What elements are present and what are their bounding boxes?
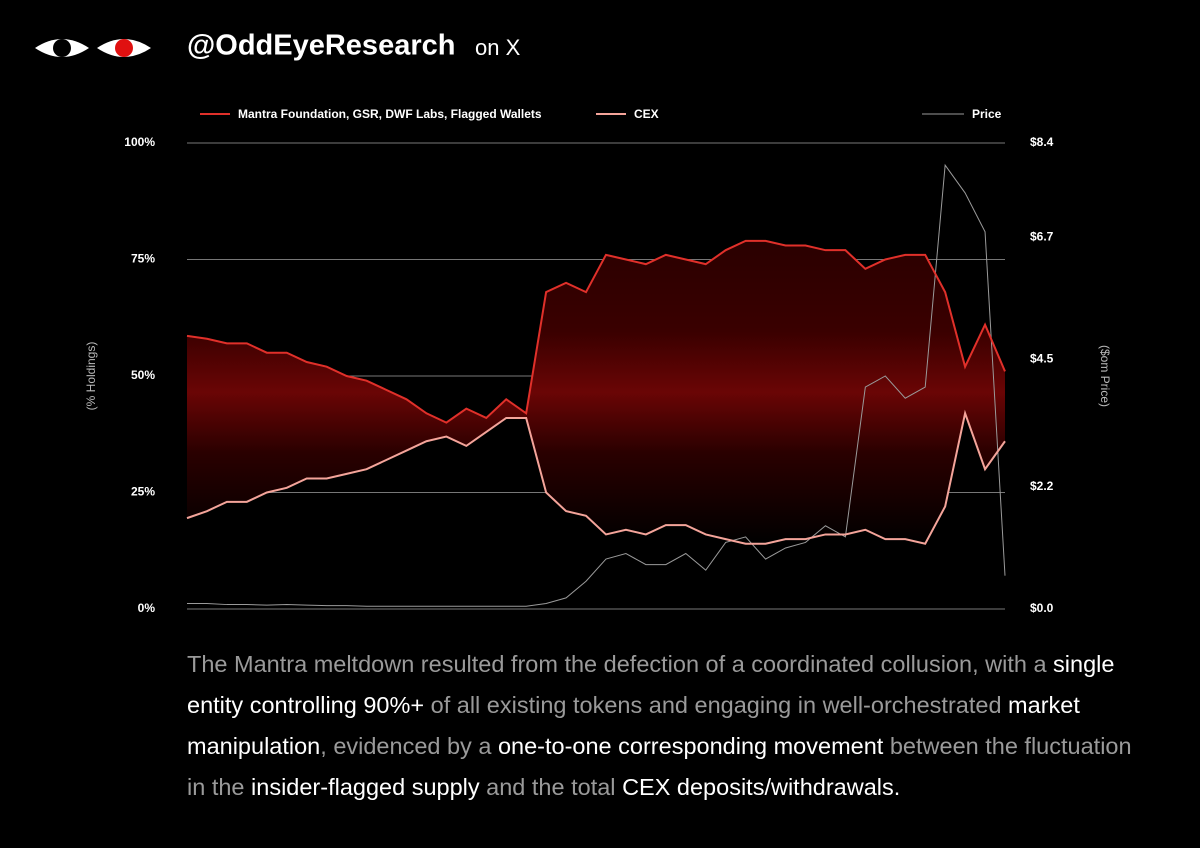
handle-suffix: on X: [475, 35, 521, 60]
y-axis-label: (% Holdings): [84, 342, 98, 411]
legend-label: Price: [972, 107, 1002, 121]
y-tick-label: 50%: [131, 368, 155, 382]
caption-segment: insider-flagged supply: [251, 774, 480, 800]
y-tick-label: 0%: [138, 601, 156, 615]
caption-segment: market manipulation: [187, 692, 1080, 759]
band-fill: [187, 240, 1005, 544]
y2-tick-label: $4.5: [1030, 352, 1054, 366]
y2-axis-label: ($om Price): [1098, 345, 1112, 407]
caption-segment: , evidenced by a: [320, 733, 498, 759]
caption: The Mantra meltdown resulted from the de…: [187, 644, 1137, 808]
y2-tick-label: $0.0: [1030, 601, 1054, 615]
caption-segment: CEX deposits/withdrawals.: [622, 774, 901, 800]
y-tick-label: 25%: [131, 485, 155, 499]
y2-tick-label: $2.2: [1030, 479, 1054, 493]
caption-segment: between the fluctuation in the: [187, 733, 1132, 800]
y-tick-label: 100%: [124, 135, 155, 149]
caption-segment: The Mantra meltdown resulted from the de…: [187, 651, 1054, 677]
series-line: [186, 409, 1006, 545]
caption-segment: single entity controlling 90%+: [187, 651, 1115, 718]
chart: @OddEyeResearch on X (% Holdings) ($om P…: [35, 30, 1112, 615]
y2-tick-label: $6.7: [1030, 229, 1054, 243]
caption-segment: one-to-one corresponding movement: [497, 733, 884, 759]
y-tick-label: 75%: [131, 252, 155, 266]
handle: @OddEyeResearch: [187, 30, 455, 62]
y2-tick-label: $8.4: [1030, 135, 1054, 149]
logo: [35, 39, 151, 57]
caption-segment: of all existing tokens and engaging in w…: [424, 692, 1009, 718]
legend-label: CEX: [634, 107, 659, 121]
legend-label: Mantra Foundation, GSR, DWF Labs, Flagge…: [238, 107, 542, 121]
series-line: [186, 239, 1006, 424]
caption-segment: and the total: [479, 774, 623, 800]
series-line: [187, 163, 1006, 607]
